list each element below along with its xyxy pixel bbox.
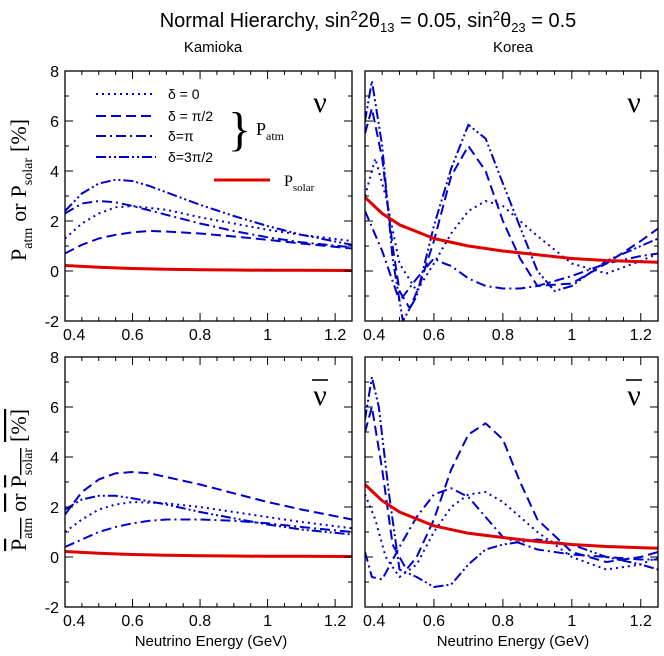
x-tick-label: 0.6 (121, 327, 143, 344)
figure-title: Normal Hierarchy, sin22θ13 = 0.05, sin2θ… (160, 8, 577, 35)
x-tick-label: 1 (263, 327, 272, 344)
y-tick-label: 0 (50, 550, 59, 567)
legend-label-solar: Psolar (284, 173, 315, 194)
series-line-solar (65, 550, 352, 558)
x-tick-label: 0.4 (63, 613, 85, 630)
panel-korea-neutrino: 0.4 0.6 0.8 1 1.2 (363, 70, 659, 344)
series-line-solar (65, 264, 352, 272)
series-line-delta-3pi2 (65, 178, 352, 246)
x-tick-label: 1 (567, 327, 576, 344)
y-tick-label: 8 (50, 64, 59, 81)
series-line-delta-3pi2 (365, 80, 658, 321)
legend-label-delta-3pi2: δ=3π/2 (168, 149, 213, 165)
panel-kamioka-antineutrino: 0.4 0.6 0.8 1 1.2 -2 0 2 4 6 8 (45, 350, 353, 630)
neutrino-symbol-left: ν (313, 86, 327, 119)
y-tick-label: 2 (50, 500, 59, 517)
series-line-delta-0 (65, 501, 352, 533)
antineutrino-symbol-right: ν (626, 379, 642, 412)
antineutrino-symbol-left: ν (312, 379, 328, 412)
y-tick-label: 4 (50, 164, 59, 181)
x-tick-label: 1.2 (324, 613, 346, 630)
series-line-delta-pi (365, 210, 658, 302)
y-tick-label: 6 (50, 400, 59, 417)
x-tick-label: 0.8 (189, 327, 211, 344)
series-line-delta-0 (365, 491, 658, 578)
legend-group-label: Patm (256, 119, 285, 143)
neutrino-symbol-right: ν (627, 86, 641, 119)
legend-brace: } (228, 103, 251, 156)
y-axis-label-bottom: PatmorPsolar[%] (6, 409, 36, 551)
series-line-solar (365, 483, 658, 550)
x-tick-label: 0.8 (492, 327, 514, 344)
series-line-delta-0 (365, 157, 658, 292)
series-line-delta-pi (65, 200, 352, 249)
y-tick-label: 2 (50, 214, 59, 231)
x-tick-label: 0.4 (363, 327, 385, 344)
x-axis-label-right: Neutrino Energy (GeV) (437, 633, 590, 650)
svg-text:ν: ν (313, 379, 327, 412)
y-axis-label-top: PatmorPsolar[%] (6, 119, 36, 261)
x-tick-label: 0.4 (363, 613, 385, 630)
y-tick-label: 0 (50, 264, 59, 281)
x-tick-label: 0.8 (189, 613, 211, 630)
y-tick-label: 4 (50, 450, 59, 467)
x-tick-label: 1 (263, 613, 272, 630)
y-tick-label: 8 (50, 350, 59, 367)
column-label-kamioka: Kamioka (184, 39, 243, 56)
series-line-delta-pi2 (365, 107, 658, 310)
x-tick-label: 0.4 (63, 327, 85, 344)
legend-label-delta-pi: δ=π (168, 128, 194, 144)
x-tick-label: 0.6 (121, 613, 143, 630)
series-line-delta-pi2 (365, 406, 658, 571)
series-line-delta-3pi2 (365, 376, 658, 588)
svg-text:PatmorPsolar[%]: PatmorPsolar[%] (6, 409, 36, 551)
legend-label-delta-0: δ = 0 (168, 86, 200, 102)
y-tick-label: -2 (45, 600, 59, 617)
x-tick-label: 0.6 (423, 613, 445, 630)
series-line-solar (365, 196, 658, 264)
plot-frame (64, 356, 353, 608)
series-line-delta-3pi2 (65, 494, 352, 536)
series-line-delta-pi2 (65, 230, 352, 255)
y-tick-label: -2 (45, 314, 59, 331)
series-line-delta-pi (365, 487, 658, 581)
x-tick-label: 0.8 (492, 613, 514, 630)
column-label-korea: Korea (493, 39, 534, 56)
legend: δ = 0 δ = π/2 δ=π δ=3π/2 } Patm Psolar (96, 86, 315, 194)
panel-korea-antineutrino: 0.4 0.6 0.8 1 1.2 (363, 356, 659, 630)
x-axis-label-left: Neutrino Energy (GeV) (135, 633, 288, 650)
y-tick-label: 6 (50, 114, 59, 131)
svg-text:PatmorPsolar[%]: PatmorPsolar[%] (6, 119, 36, 261)
x-tick-label: 1.2 (630, 613, 652, 630)
legend-label-delta-pi2: δ = π/2 (168, 108, 213, 124)
x-tick-label: 0.6 (423, 327, 445, 344)
plot-frame (364, 70, 659, 322)
x-tick-label: 1.2 (630, 327, 652, 344)
series-line-delta-pi2 (65, 471, 352, 521)
x-tick-label: 1.2 (324, 327, 346, 344)
x-tick-label: 1 (567, 613, 576, 630)
panel-kamioka-neutrino: 0.4 0.6 0.8 1 1.2 -2 0 2 4 6 8 (45, 64, 353, 344)
svg-text:ν: ν (627, 379, 641, 412)
